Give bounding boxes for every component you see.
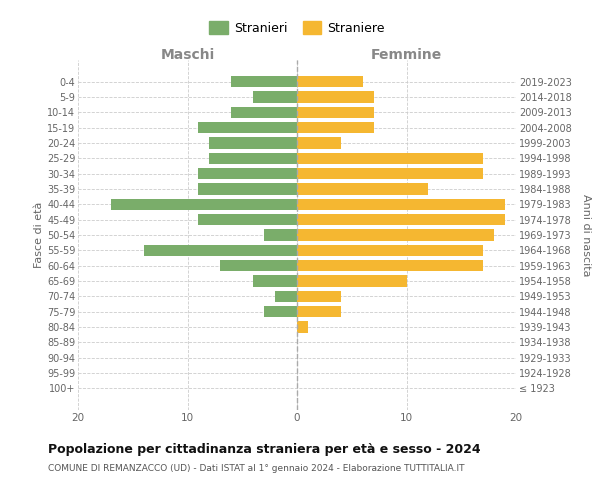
Bar xyxy=(297,76,362,88)
Text: Maschi: Maschi xyxy=(160,48,215,62)
Bar xyxy=(264,229,297,241)
Bar xyxy=(297,276,407,287)
Bar xyxy=(144,244,297,256)
Bar xyxy=(297,229,494,241)
Bar xyxy=(297,137,341,148)
Bar xyxy=(297,106,374,118)
Bar xyxy=(297,322,308,333)
Bar xyxy=(297,244,483,256)
Bar xyxy=(220,260,297,272)
Bar xyxy=(232,76,297,88)
Bar xyxy=(199,122,297,134)
Bar xyxy=(297,168,483,179)
Bar xyxy=(297,260,483,272)
Bar xyxy=(297,290,341,302)
Bar xyxy=(199,214,297,226)
Y-axis label: Fasce di età: Fasce di età xyxy=(34,202,44,268)
Bar xyxy=(297,122,374,134)
Bar xyxy=(297,306,341,318)
Bar xyxy=(297,198,505,210)
Bar xyxy=(275,290,297,302)
Bar xyxy=(297,183,428,194)
Legend: Stranieri, Straniere: Stranieri, Straniere xyxy=(205,17,389,38)
Bar xyxy=(297,91,374,102)
Bar xyxy=(253,276,297,287)
Bar xyxy=(209,137,297,148)
Bar xyxy=(232,106,297,118)
Text: Popolazione per cittadinanza straniera per età e sesso - 2024: Popolazione per cittadinanza straniera p… xyxy=(48,442,481,456)
Bar xyxy=(199,183,297,194)
Bar xyxy=(297,214,505,226)
Bar xyxy=(264,306,297,318)
Bar xyxy=(209,152,297,164)
Bar xyxy=(199,168,297,179)
Bar xyxy=(111,198,297,210)
Bar xyxy=(297,152,483,164)
Y-axis label: Anni di nascita: Anni di nascita xyxy=(581,194,591,276)
Text: Femmine: Femmine xyxy=(371,48,442,62)
Text: COMUNE DI REMANZACCO (UD) - Dati ISTAT al 1° gennaio 2024 - Elaborazione TUTTITA: COMUNE DI REMANZACCO (UD) - Dati ISTAT a… xyxy=(48,464,464,473)
Bar xyxy=(253,91,297,102)
